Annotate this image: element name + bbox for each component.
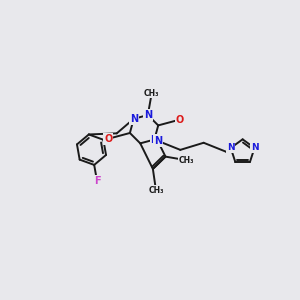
Text: O: O [176, 115, 184, 124]
Text: CH₃: CH₃ [148, 186, 164, 195]
Text: N: N [130, 114, 138, 124]
Text: F: F [94, 176, 100, 186]
Text: N: N [251, 143, 258, 152]
Text: N: N [150, 135, 158, 145]
Text: CH₃: CH₃ [179, 156, 194, 165]
Text: N: N [227, 143, 235, 152]
Text: O: O [104, 134, 112, 144]
Text: N: N [144, 110, 152, 120]
Text: N: N [154, 136, 162, 146]
Text: CH₃: CH₃ [144, 88, 160, 98]
